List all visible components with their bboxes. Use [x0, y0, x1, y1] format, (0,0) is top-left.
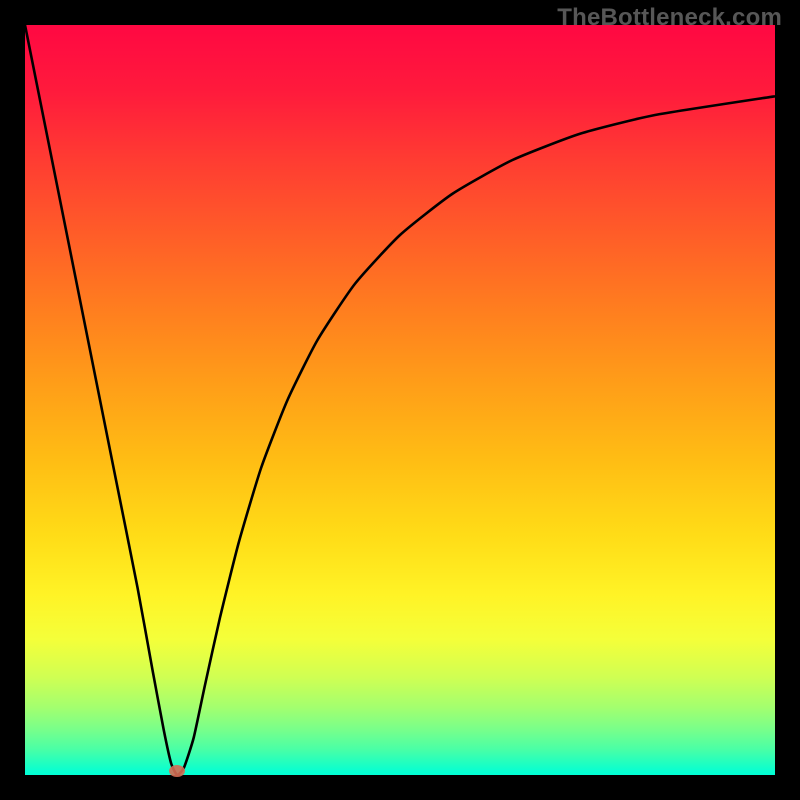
curve-line — [25, 25, 775, 775]
plot-area — [25, 25, 775, 775]
chart-frame: TheBottleneck.com — [0, 0, 800, 800]
minimum-marker — [169, 765, 185, 777]
